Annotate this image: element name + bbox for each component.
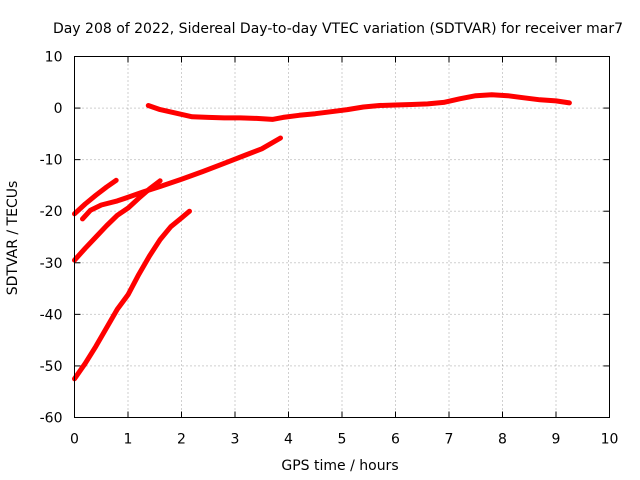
x-axis-label: GPS time / hours <box>281 458 398 474</box>
x-tick-label: 3 <box>231 432 240 448</box>
x-tick-label: 7 <box>445 432 454 448</box>
series-trace-3 <box>72 177 119 217</box>
y-axis-label: SDTVAR / TECUs <box>5 181 21 296</box>
y-tick-label: -20 <box>40 204 63 220</box>
series-trace-1 <box>145 92 572 122</box>
axis-ticks: 0 1 2 3 4 5 6 7 8 9 10 10 0 -10 -20 -30 -40 -50 -60 <box>40 50 619 448</box>
y-tick-label: -60 <box>40 411 63 427</box>
plot-frame <box>74 56 610 418</box>
y-tick-label: 10 <box>45 50 63 66</box>
series-trace-2 <box>80 135 283 222</box>
series-trace-5 <box>72 208 192 382</box>
x-tick-label: 10 <box>601 432 619 448</box>
x-tick-label: 5 <box>338 432 347 448</box>
x-tick-label: 1 <box>124 432 133 448</box>
x-tick-label: 8 <box>498 432 507 448</box>
y-tick-label: -10 <box>40 153 63 169</box>
x-tick-label: 0 <box>70 432 79 448</box>
plot-area <box>72 92 572 382</box>
chart-title: Day 208 of 2022, Sidereal Day-to-day VTE… <box>53 21 623 37</box>
x-tick-label: 4 <box>284 432 293 448</box>
y-tick-label: -50 <box>40 359 63 375</box>
y-tick-label: 0 <box>54 101 63 117</box>
series-trace-4 <box>72 178 163 263</box>
x-tick-label: 2 <box>177 432 186 448</box>
x-tick-label: 6 <box>391 432 400 448</box>
y-tick-label: -30 <box>40 256 63 272</box>
y-tick-label: -40 <box>40 307 63 323</box>
x-tick-label: 9 <box>552 432 561 448</box>
